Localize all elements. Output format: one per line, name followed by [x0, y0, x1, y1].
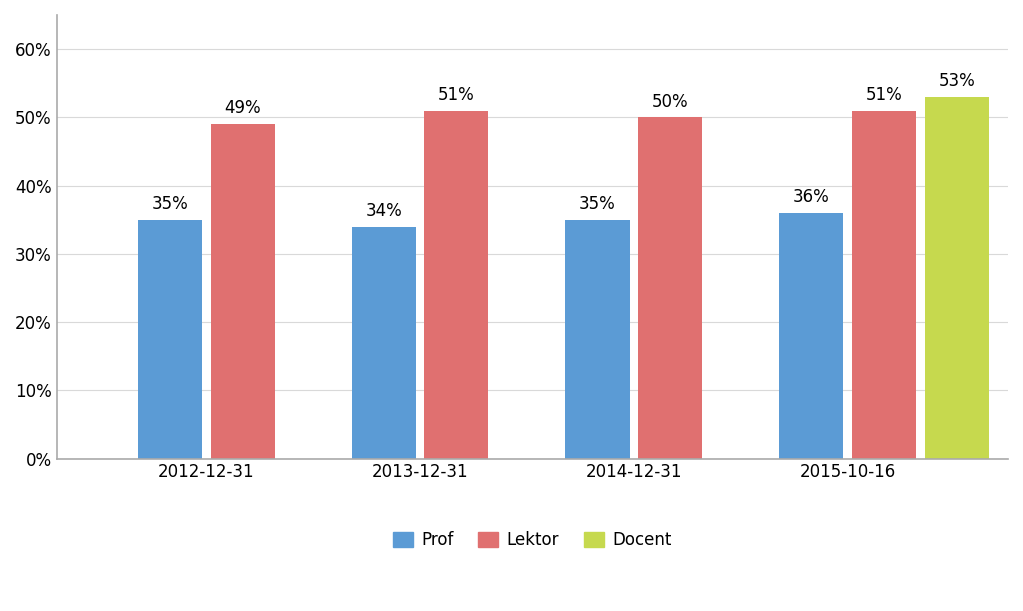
Text: 51%: 51%: [438, 86, 475, 104]
Text: 51%: 51%: [865, 86, 902, 104]
Bar: [566, 220, 629, 458]
Bar: [925, 97, 989, 458]
Bar: [780, 213, 843, 458]
Bar: [852, 111, 916, 458]
Text: 53%: 53%: [938, 72, 975, 90]
Bar: [352, 227, 415, 458]
Bar: [425, 111, 488, 458]
Bar: [638, 117, 702, 458]
Text: 49%: 49%: [224, 100, 261, 117]
Bar: [211, 124, 275, 458]
Text: 50%: 50%: [652, 92, 688, 111]
Bar: [138, 220, 202, 458]
Legend: Prof, Lektor, Docent: Prof, Lektor, Docent: [386, 524, 678, 556]
Text: 36%: 36%: [793, 188, 830, 206]
Text: 35%: 35%: [151, 195, 188, 213]
Text: 35%: 35%: [579, 195, 616, 213]
Text: 34%: 34%: [365, 202, 402, 220]
